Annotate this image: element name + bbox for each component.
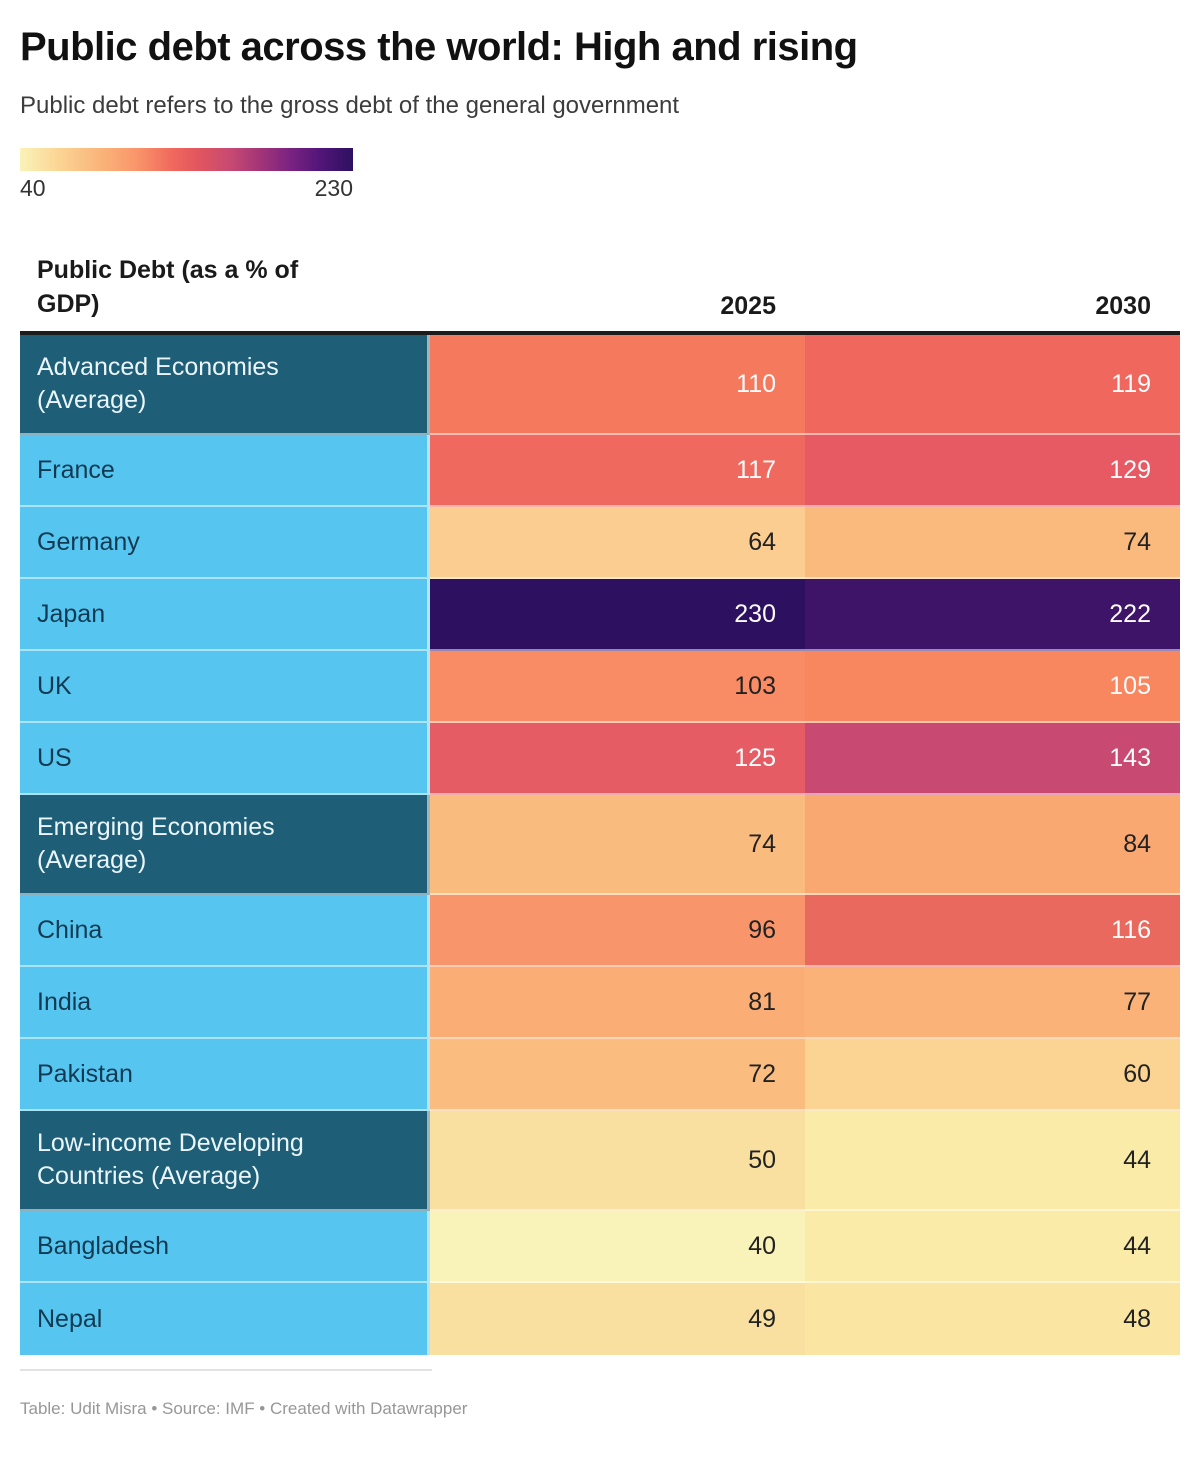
legend-max-label: 230: [314, 174, 353, 201]
value-cell-2025: 49: [430, 1283, 805, 1356]
color-legend: 40 230: [20, 147, 1180, 202]
row-label-cell: Japan: [20, 579, 430, 652]
table-row: France 117 129: [20, 435, 1180, 508]
value-cell-2025: 110: [430, 335, 805, 436]
value-cell-2025: 64: [430, 507, 805, 580]
value-cell-2025: 74: [430, 795, 805, 896]
value-cell-2025: 230: [430, 579, 805, 652]
table-row: US 125 143: [20, 723, 1180, 796]
table-header-row: Public Debt (as a % of GDP) 2025 2030: [20, 254, 1180, 332]
table-row: Low-income Developing Countries (Average…: [20, 1111, 1180, 1212]
table-row: Nepal 49 48: [20, 1283, 1180, 1356]
table-row: UK 103 105: [20, 651, 1180, 724]
value-cell-2025: 117: [430, 435, 805, 508]
table-row: Japan 230 222: [20, 579, 1180, 652]
value-cell-2030: 129: [805, 435, 1180, 508]
value-cell-2025: 72: [430, 1039, 805, 1112]
value-cell-2025: 96: [430, 895, 805, 968]
value-cell-2025: 40: [430, 1211, 805, 1284]
value-cell-2030: 44: [805, 1111, 1180, 1212]
table-row: Pakistan 72 60: [20, 1039, 1180, 1112]
value-cell-2030: 222: [805, 579, 1180, 652]
page-title: Public debt across the world: High and r…: [20, 25, 858, 69]
row-label-cell: France: [20, 435, 430, 508]
row-label-cell: Germany: [20, 507, 430, 580]
value-cell-2025: 103: [430, 651, 805, 724]
row-label-cell: US: [20, 723, 430, 796]
table-row: Bangladesh 40 44: [20, 1211, 1180, 1284]
value-cell-2030: 74: [805, 507, 1180, 580]
value-cell-2030: 105: [805, 651, 1180, 724]
value-cell-2025: 50: [430, 1111, 805, 1212]
row-label-cell: Low-income Developing Countries (Average…: [20, 1111, 430, 1212]
row-label: Germany: [37, 527, 140, 556]
row-label: Bangladesh: [37, 1231, 170, 1260]
row-label: Pakistan: [37, 1059, 133, 1088]
row-label-cell: Bangladesh: [20, 1211, 430, 1284]
value-cell-2025: 125: [430, 723, 805, 796]
value-cell-2030: 60: [805, 1039, 1180, 1112]
row-label: Low-income Developing Countries (Average…: [37, 1129, 304, 1191]
table-row: India 81 77: [20, 967, 1180, 1040]
row-label: Advanced Economies (Average): [37, 353, 279, 415]
row-label-cell: China: [20, 895, 430, 968]
value-cell-2030: 119: [805, 335, 1180, 436]
row-label-cell: UK: [20, 651, 430, 724]
value-cell-2030: 84: [805, 795, 1180, 896]
row-label-cell: Emerging Economies (Average): [20, 795, 430, 896]
page: Public debt across the world: High and r…: [0, 24, 1200, 1419]
value-cell-2030: 48: [805, 1283, 1180, 1356]
row-label: China: [37, 915, 103, 944]
heatmap-table: Advanced Economies (Average) 110 119 France…: [20, 331, 1180, 1356]
value-cell-2030: 116: [805, 895, 1180, 968]
value-cell-2030: 44: [805, 1211, 1180, 1284]
row-label: France: [37, 455, 115, 484]
value-cell-2025: 81: [430, 967, 805, 1040]
value-cell-2030: 143: [805, 723, 1180, 796]
row-label: US: [37, 743, 72, 772]
row-label: India: [37, 987, 92, 1016]
row-label-cell: India: [20, 967, 430, 1040]
row-label-cell: Pakistan: [20, 1039, 430, 1112]
row-label-cell: Advanced Economies (Average): [20, 335, 430, 436]
legend-min-label: 40: [20, 174, 46, 201]
table-row: China 96 116: [20, 895, 1180, 968]
table-row: Advanced Economies (Average) 110 119: [20, 335, 1180, 436]
table-header-2030: 2030: [1095, 292, 1151, 321]
table-row: Germany 64 74: [20, 507, 1180, 580]
row-label-cell: Nepal: [20, 1283, 430, 1356]
row-label: Nepal: [37, 1304, 103, 1333]
row-label: Japan: [37, 599, 106, 628]
row-label: UK: [37, 671, 72, 700]
table-header-label: Public Debt (as a % of GDP): [37, 255, 299, 318]
footer-credits: Table: Udit Misra • Source: IMF • Create…: [20, 1399, 468, 1419]
value-cell-2030: 77: [805, 967, 1180, 1040]
legend-gradient-bar: [20, 147, 353, 171]
row-label: Emerging Economies (Average): [37, 813, 275, 875]
table-header-2025: 2025: [720, 292, 776, 321]
legend-labels: 40 230: [20, 175, 353, 202]
table-bottom-border: [20, 1369, 432, 1372]
table-row: Emerging Economies (Average) 74 84: [20, 795, 1180, 896]
page-subtitle: Public debt refers to the gross debt of …: [20, 92, 680, 119]
